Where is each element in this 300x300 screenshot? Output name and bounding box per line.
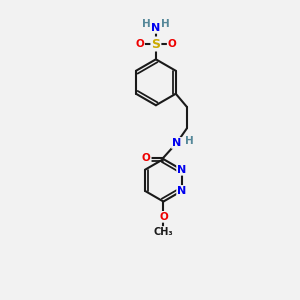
Text: O: O (142, 153, 151, 163)
Text: S: S (152, 38, 160, 50)
Text: N: N (177, 165, 186, 175)
Text: N: N (172, 138, 181, 148)
Text: O: O (168, 39, 176, 49)
Text: H: H (142, 19, 151, 29)
Text: H: H (161, 19, 170, 29)
Text: O: O (135, 39, 144, 49)
Text: N: N (151, 23, 160, 33)
Text: N: N (177, 186, 186, 196)
Text: H: H (185, 136, 194, 146)
Text: CH₃: CH₃ (154, 227, 173, 237)
Text: O: O (159, 212, 168, 222)
